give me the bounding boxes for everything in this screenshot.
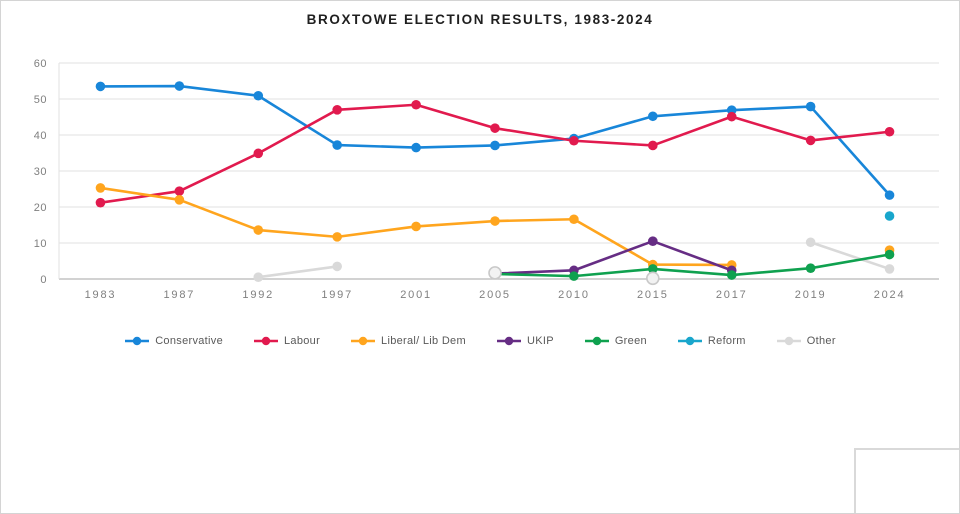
legend-item-labour: Labour: [253, 335, 320, 347]
point-conservative-2019: [805, 101, 816, 112]
legend-label-other: Other: [806, 335, 836, 347]
legend-label-conservative: Conservative: [155, 335, 223, 347]
legend-marker-ukip-icon: [496, 336, 521, 346]
point-liberal-lib-dem-1983: [95, 183, 106, 193]
series-points-liberal-lib-dem: [95, 183, 895, 270]
x-tick-label-2015: 2015: [637, 289, 669, 301]
point-liberal-lib-dem-2001: [411, 221, 421, 232]
point-conservative-1983: [95, 81, 106, 92]
series-points-reform: [884, 211, 895, 221]
point-conservative-2024: [884, 190, 895, 200]
y-tick-label-30: 30: [34, 166, 47, 178]
point-other-2024: [884, 264, 895, 274]
legend-marker-liberal-lib-dem-icon: [351, 336, 376, 346]
point-reform-2024: [884, 211, 895, 221]
x-tick-label-2001: 2001: [400, 289, 432, 301]
point-labour-2015: [648, 140, 658, 151]
point-labour-1983: [95, 197, 106, 208]
point-green-2019: [805, 263, 816, 274]
legend-item-green: Green: [584, 335, 647, 347]
legend-item-liberal-lib-dem: Liberal/ Lib Dem: [350, 335, 466, 347]
y-tick-label-10: 10: [34, 238, 47, 250]
x-tick-label-2019: 2019: [795, 289, 827, 301]
point-green-2010: [569, 271, 579, 281]
series-line-labour: [99, 103, 891, 204]
series-line-other: [256, 240, 891, 279]
point-other-2005: [488, 266, 502, 280]
point-green-2015: [648, 264, 658, 274]
y-tick-label-0: 0: [40, 274, 47, 286]
point-labour-1987: [174, 186, 185, 196]
series-points-other: [253, 237, 895, 286]
y-tick-label-20: 20: [34, 202, 47, 214]
x-tick-label-2024: 2024: [874, 289, 906, 301]
point-labour-1997: [332, 105, 342, 115]
point-liberal-lib-dem-2005: [490, 216, 500, 226]
legend-marker-reform-icon: [677, 336, 702, 346]
line-chart: 0 10 20 30 40 50 60 1983 1987 1992 1997 2001 2005 201…: [34, 58, 939, 301]
point-liberal-lib-dem-1992: [253, 225, 264, 235]
point-liberal-lib-dem-1987: [174, 195, 185, 205]
chart-title: BROXTOWE ELECTION RESULTS, 1983-2024: [306, 12, 654, 27]
y-tick-label-60: 60: [34, 58, 47, 70]
point-green-2017: [726, 270, 737, 280]
point-labour-2017: [726, 111, 737, 122]
point-conservative-2005: [490, 140, 500, 151]
point-labour-2001: [411, 99, 421, 110]
x-tick-label-2010: 2010: [558, 289, 590, 301]
sheet-edge-vertical: [854, 448, 856, 513]
series-line-green: [493, 253, 891, 278]
legend-label-labour: Labour: [283, 335, 321, 347]
point-conservative-1992: [253, 90, 264, 101]
legend-label-ukip: UKIP: [526, 335, 554, 347]
series-line-conservative: [99, 84, 891, 197]
legend-label-green: Green: [614, 335, 647, 347]
series-line-ukip: [493, 239, 734, 275]
point-other-1997: [332, 261, 342, 272]
point-conservative-1987: [174, 81, 185, 91]
sheet-edge-horizontal: [854, 448, 959, 450]
legend-item-conservative: Conservative: [124, 335, 223, 347]
legend-label-reform: Reform: [707, 335, 746, 347]
point-ukip-2015: [648, 236, 658, 246]
y-tick-label-40: 40: [34, 130, 47, 142]
legend-marker-labour-icon: [253, 336, 278, 346]
legend-item-ukip: UKIP: [496, 335, 554, 347]
point-other-2015: [646, 271, 660, 286]
point-labour-1992: [253, 148, 264, 159]
legend-item-other: Other: [776, 335, 836, 347]
point-green-2024: [884, 249, 895, 260]
legend-marker-green-icon: [584, 336, 609, 346]
legend-marker-other-icon: [776, 336, 801, 346]
x-tick-label-2017: 2017: [716, 289, 748, 301]
x-tick-label-2005: 2005: [479, 289, 511, 301]
x-tick-label-1983: 1983: [85, 289, 117, 301]
point-conservative-2001: [411, 142, 421, 153]
point-liberal-lib-dem-1997: [332, 232, 342, 242]
point-labour-2019: [805, 135, 816, 146]
point-conservative-2015: [648, 111, 658, 122]
legend-item-reform: Reform: [677, 335, 746, 347]
point-conservative-1997: [332, 140, 342, 150]
chart-legend: Conservative Labour Liberal/ Lib Dem UKIP Gr…: [1, 335, 959, 347]
x-tick-label-1987: 1987: [164, 289, 196, 301]
point-other-1992: [253, 272, 264, 283]
legend-label-liberal-lib-dem: Liberal/ Lib Dem: [381, 335, 466, 347]
series-points-labour: [95, 99, 895, 208]
legend-marker-conservative-icon: [125, 336, 150, 346]
y-tick-label-50: 50: [34, 94, 47, 106]
point-labour-2010: [569, 135, 579, 146]
x-tick-label-1992: 1992: [242, 289, 274, 301]
point-labour-2024: [884, 126, 895, 137]
point-labour-2005: [490, 123, 500, 133]
point-liberal-lib-dem-2010: [569, 214, 579, 225]
point-other-2019: [805, 237, 816, 248]
x-tick-label-1997: 1997: [321, 289, 353, 301]
